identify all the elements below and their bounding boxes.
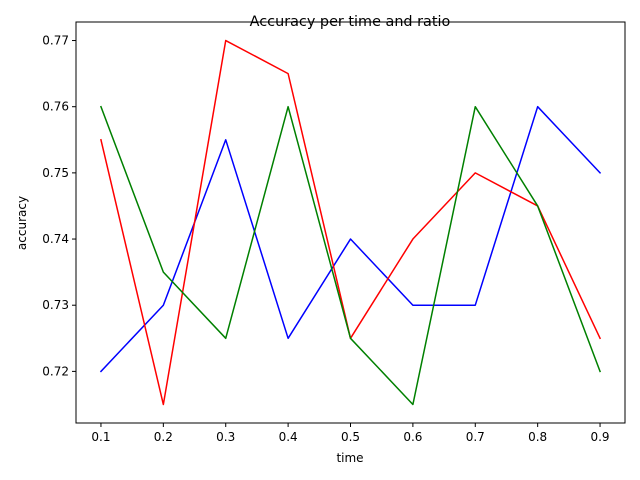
x-axis-label: time (336, 451, 363, 465)
y-tick-label: 0.76 (42, 100, 69, 114)
y-axis: 0.72 0.73 0.74 0.75 0.76 0.77 (42, 34, 76, 378)
x-axis: 0.1 0.2 0.3 0.4 0.5 0.6 0.7 0.8 0.9 (91, 423, 610, 444)
y-axis-label: accuracy (15, 196, 29, 250)
x-tick-label: 0.3 (216, 430, 235, 444)
series-line-green (99, 105, 602, 406)
x-tick-label: 0.9 (590, 430, 609, 444)
x-tick-label: 0.5 (341, 430, 360, 444)
y-tick-label: 0.77 (42, 34, 69, 48)
y-tick-label: 0.72 (42, 364, 69, 378)
y-tick-label: 0.74 (42, 232, 69, 246)
x-tick-label: 0.8 (528, 430, 547, 444)
x-tick-label: 0.1 (91, 430, 110, 444)
x-tick-label: 0.2 (154, 430, 173, 444)
x-tick-label: 0.7 (466, 430, 485, 444)
series-layer (99, 39, 602, 406)
y-tick-label: 0.73 (42, 298, 69, 312)
x-tick-label: 0.4 (279, 430, 298, 444)
y-tick-label: 0.75 (42, 166, 69, 180)
x-tick-label: 0.6 (403, 430, 422, 444)
